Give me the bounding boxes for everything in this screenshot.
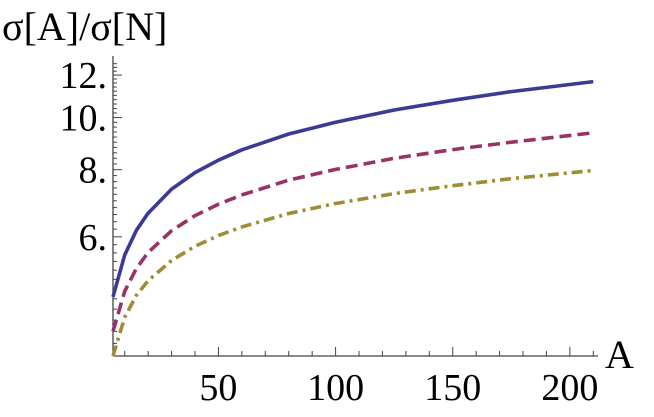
series-line-3 <box>111 168 594 357</box>
labels: σ[A]/σ[N] A <box>2 4 634 377</box>
x-tick-label: 50 <box>199 367 237 409</box>
series-line-2 <box>111 131 594 332</box>
x-tick-label: 150 <box>424 367 481 409</box>
x-tick-label: 200 <box>541 367 598 409</box>
x-tick-label: 100 <box>307 367 364 409</box>
y-tick-label: 8. <box>79 150 108 192</box>
axes <box>112 56 598 357</box>
y-tick-label: 6. <box>79 217 108 259</box>
ticks: 50 100 150 200 6. 8. 10.12. <box>60 55 599 409</box>
series-line-1 <box>111 79 594 298</box>
x-axis-label: A <box>605 332 634 377</box>
y-tick-label: 10. <box>60 98 108 140</box>
series-group <box>111 79 594 357</box>
y-axis-label: σ[A]/σ[N] <box>2 4 167 49</box>
y-tick-label: 12. <box>60 55 108 97</box>
